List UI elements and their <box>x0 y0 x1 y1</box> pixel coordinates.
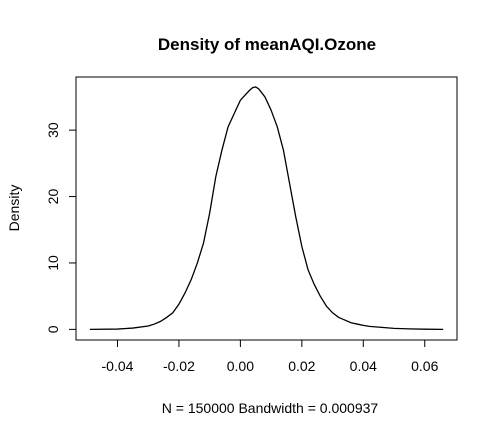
y-tick-label: 10 <box>45 255 61 271</box>
density-line <box>89 86 444 331</box>
chart-title: Density of meanAQI.Ozone <box>158 35 376 54</box>
x-axis: -0.04 -0.02 0.00 0.02 0.04 0.06 <box>102 339 439 374</box>
y-tick-label: 30 <box>45 122 61 138</box>
x-tick-label: -0.02 <box>163 358 195 374</box>
y-tick-label: 20 <box>45 189 61 205</box>
y-axis: 0 10 20 30 <box>45 122 77 333</box>
x-tick-label: 0.02 <box>288 358 315 374</box>
x-tick-label: 0.06 <box>411 358 438 374</box>
plot-frame <box>75 76 458 341</box>
x-tick-label: -0.04 <box>102 358 134 374</box>
y-axis-label: Density <box>6 185 22 232</box>
x-axis-label: N = 150000 Bandwidth = 0.000937 <box>162 400 379 416</box>
y-tick-label: 0 <box>45 325 61 333</box>
x-tick-label: 0.04 <box>350 358 377 374</box>
x-tick-label: 0.00 <box>227 358 254 374</box>
